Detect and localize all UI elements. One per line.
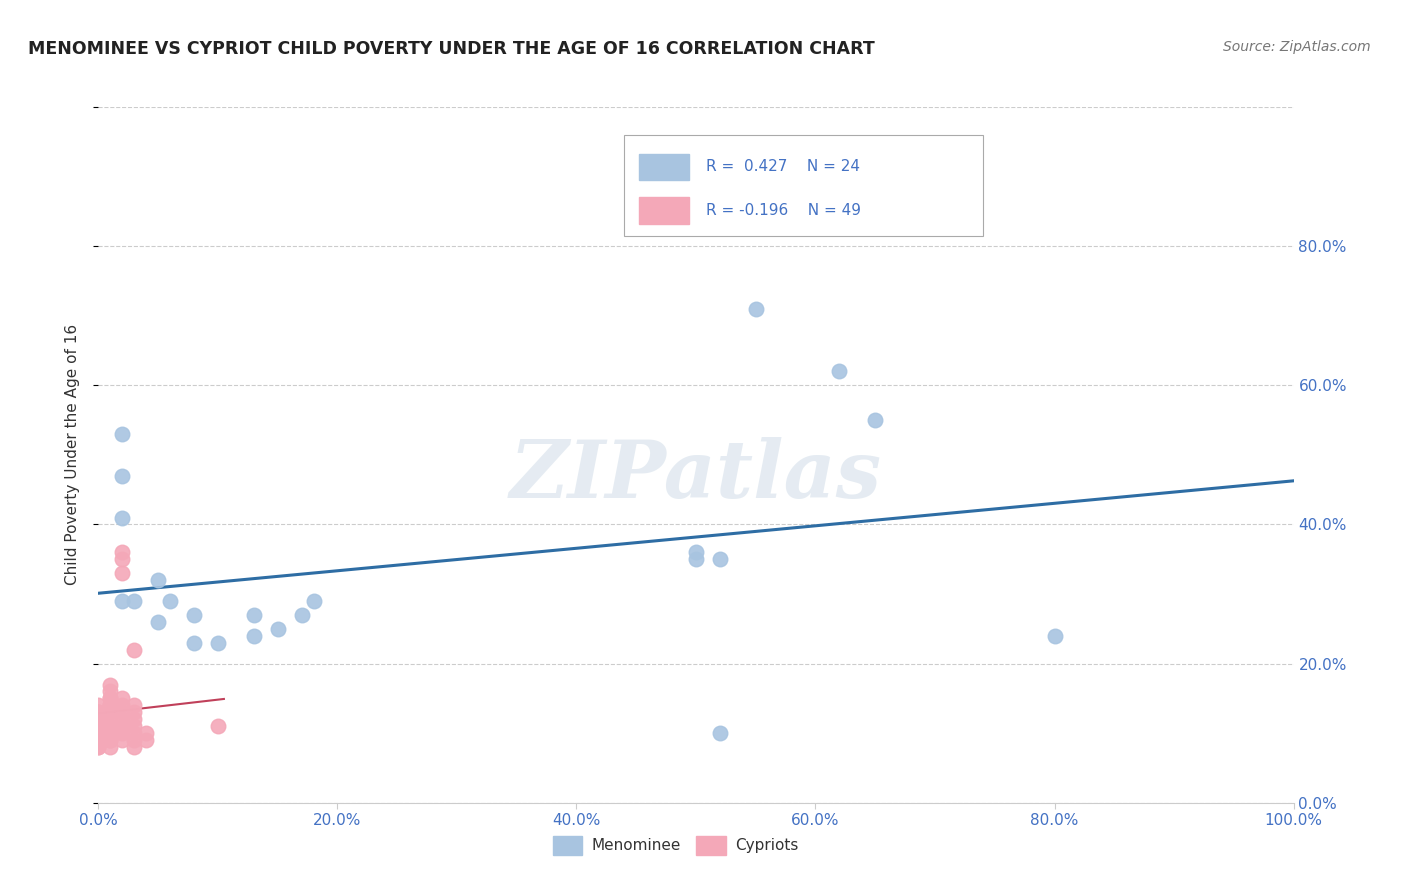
Point bbox=[243, 607, 266, 622]
Point bbox=[111, 719, 134, 733]
Point bbox=[124, 712, 146, 726]
Point bbox=[111, 427, 134, 442]
Text: Cypriots: Cypriots bbox=[735, 838, 799, 854]
Point bbox=[98, 684, 122, 698]
Point bbox=[98, 691, 122, 706]
Text: Source: ZipAtlas.com: Source: ZipAtlas.com bbox=[1223, 40, 1371, 54]
Point bbox=[291, 607, 314, 622]
Point bbox=[1043, 629, 1066, 643]
Point bbox=[111, 719, 134, 733]
Point bbox=[302, 594, 325, 608]
Point bbox=[124, 594, 146, 608]
Point bbox=[98, 740, 122, 755]
Point bbox=[98, 712, 122, 726]
Point bbox=[98, 691, 122, 706]
Point bbox=[111, 706, 134, 720]
Point bbox=[98, 698, 122, 713]
Point bbox=[98, 698, 122, 713]
Point bbox=[87, 733, 110, 747]
Point bbox=[98, 726, 122, 740]
Point bbox=[124, 698, 146, 713]
Point bbox=[98, 733, 122, 747]
Point bbox=[87, 712, 110, 726]
Point bbox=[828, 364, 851, 378]
Point bbox=[124, 706, 146, 720]
Bar bbox=[638, 153, 689, 180]
Point bbox=[87, 719, 110, 733]
Text: R =  0.427    N = 24: R = 0.427 N = 24 bbox=[706, 160, 859, 174]
Point bbox=[87, 726, 110, 740]
Point bbox=[111, 566, 134, 581]
Point bbox=[111, 545, 134, 559]
Point bbox=[98, 677, 122, 691]
Point bbox=[124, 733, 146, 747]
Text: Menominee: Menominee bbox=[592, 838, 682, 854]
Point bbox=[111, 552, 134, 566]
Point bbox=[111, 712, 134, 726]
Point bbox=[124, 726, 146, 740]
Point bbox=[267, 622, 290, 636]
Point bbox=[685, 552, 707, 566]
Point bbox=[111, 691, 134, 706]
Bar bbox=[696, 836, 725, 855]
Point bbox=[87, 706, 110, 720]
Point bbox=[183, 636, 205, 650]
Point bbox=[87, 712, 110, 726]
Point bbox=[124, 642, 146, 657]
Point bbox=[745, 301, 768, 316]
Bar bbox=[638, 197, 689, 224]
Point bbox=[87, 740, 110, 755]
Text: R = -0.196    N = 49: R = -0.196 N = 49 bbox=[706, 203, 860, 219]
Point bbox=[865, 413, 887, 427]
Point bbox=[98, 733, 122, 747]
Point bbox=[124, 719, 146, 733]
Point bbox=[98, 719, 122, 733]
Point bbox=[159, 594, 181, 608]
Point bbox=[709, 552, 731, 566]
Point bbox=[111, 468, 134, 483]
Point bbox=[111, 733, 134, 747]
Point bbox=[87, 726, 110, 740]
Point bbox=[148, 573, 170, 587]
Point bbox=[98, 706, 122, 720]
Point bbox=[124, 740, 146, 755]
Point bbox=[183, 607, 205, 622]
Point bbox=[87, 706, 110, 720]
Point bbox=[148, 615, 170, 629]
Y-axis label: Child Poverty Under the Age of 16: Child Poverty Under the Age of 16 bbox=[65, 325, 80, 585]
Point bbox=[87, 719, 110, 733]
Point bbox=[709, 726, 731, 740]
Point bbox=[111, 726, 134, 740]
Point bbox=[243, 629, 266, 643]
Point bbox=[87, 698, 110, 713]
Text: ZIPatlas: ZIPatlas bbox=[510, 437, 882, 515]
Point bbox=[685, 545, 707, 559]
Point bbox=[207, 636, 229, 650]
Point bbox=[98, 726, 122, 740]
Point bbox=[87, 706, 110, 720]
Bar bbox=[553, 836, 582, 855]
Point bbox=[111, 698, 134, 713]
Text: MENOMINEE VS CYPRIOT CHILD POVERTY UNDER THE AGE OF 16 CORRELATION CHART: MENOMINEE VS CYPRIOT CHILD POVERTY UNDER… bbox=[28, 40, 875, 58]
Point bbox=[87, 740, 110, 755]
Point bbox=[135, 726, 157, 740]
Point bbox=[111, 594, 134, 608]
Point bbox=[111, 510, 134, 524]
Point bbox=[207, 719, 229, 733]
FancyBboxPatch shape bbox=[624, 135, 983, 235]
Point bbox=[135, 733, 157, 747]
